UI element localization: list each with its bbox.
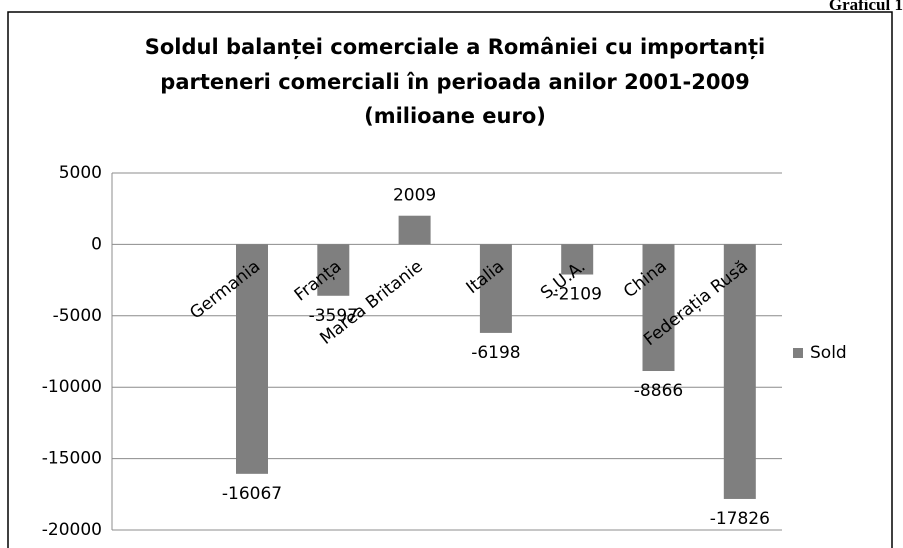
bar — [317, 244, 350, 296]
data-label: -17826 — [710, 509, 770, 529]
y-tick-label: -10000 — [42, 377, 102, 397]
data-label: -6198 — [471, 343, 520, 363]
corner-note: Graficul 1 — [829, 0, 903, 14]
bar — [398, 215, 431, 245]
data-label: -16067 — [222, 484, 282, 504]
y-tick-label: 0 — [91, 234, 102, 254]
y-tick-label: 5000 — [59, 163, 102, 183]
bar — [479, 244, 512, 333]
chart-title: (milioane euro) — [364, 104, 546, 128]
chart-title: Soldul balanței comerciale a României cu… — [145, 35, 766, 60]
y-tick-label: -20000 — [42, 520, 102, 540]
data-label: 2009 — [393, 186, 436, 206]
data-label: -8866 — [634, 381, 683, 401]
bar — [723, 244, 756, 499]
chart-title: parteneri comerciali în perioada anilor … — [160, 70, 749, 94]
data-label: -3597 — [309, 306, 358, 326]
bar — [236, 244, 268, 474]
bar — [642, 244, 675, 372]
legend-label: Sold — [810, 343, 847, 363]
y-tick-label: -5000 — [53, 306, 102, 326]
data-label: -2109 — [552, 285, 601, 305]
legend-swatch — [793, 348, 803, 358]
y-tick-label: -15000 — [42, 449, 102, 469]
bar — [561, 244, 594, 275]
